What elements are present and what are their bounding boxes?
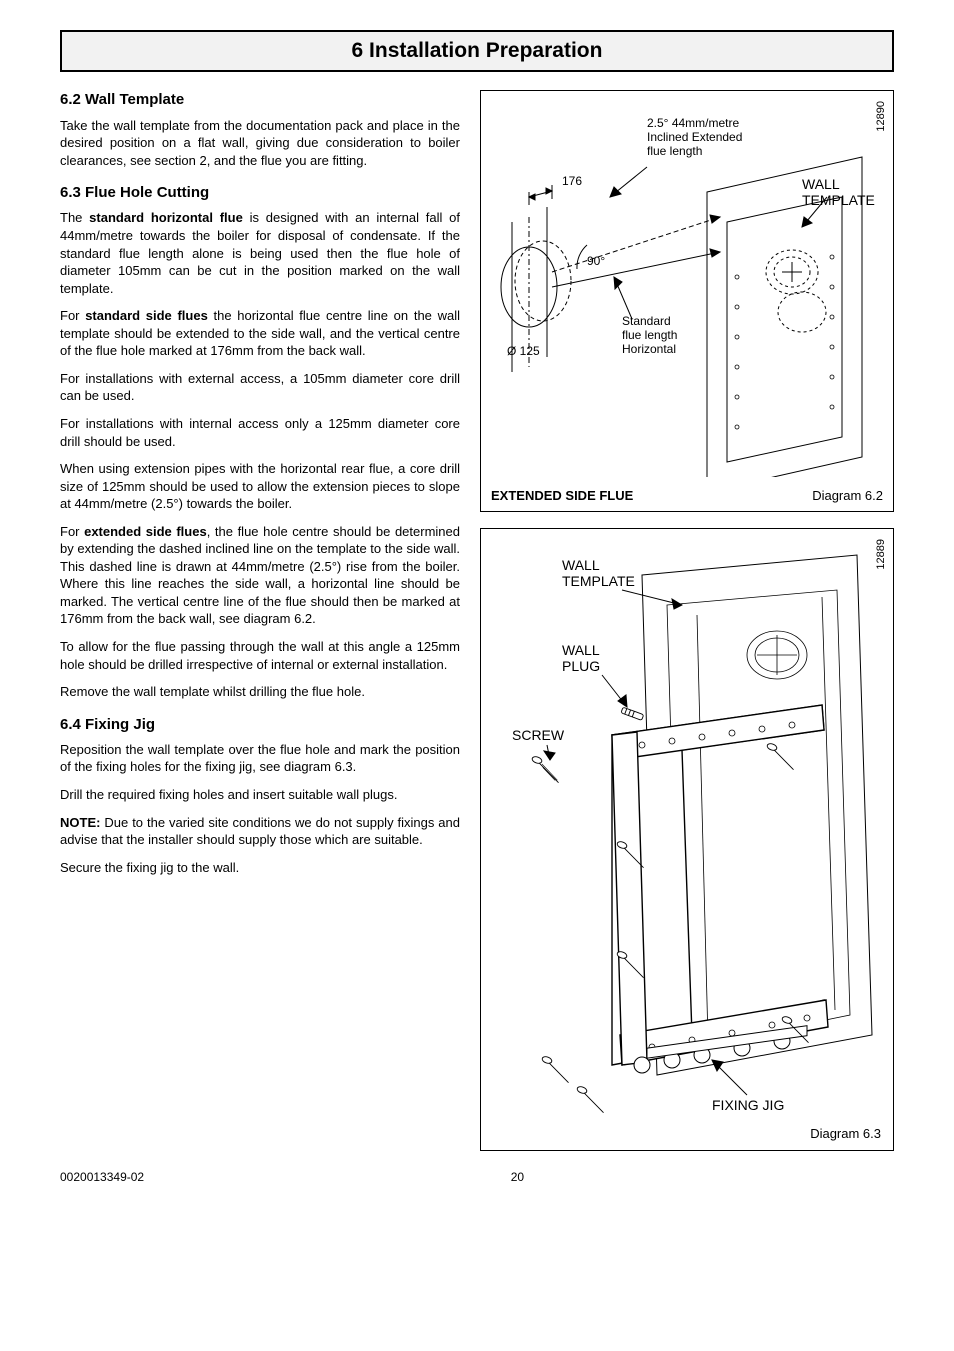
fig62-label-inclined: 2.5° 44mm/metre Inclined Extended flue l… [647, 116, 746, 158]
fig62-label-176: 176 [562, 174, 582, 188]
fig63-label-fixing-jig: FIXING JIG [712, 1097, 784, 1113]
para-6-3-5: When using extension pipes with the hori… [60, 460, 460, 513]
figure-6-2-side-number: 12890 [874, 101, 889, 132]
left-column: 6.2 Wall Template Take the wall template… [60, 90, 460, 886]
para-6-3-8: Remove the wall template whilst drilling… [60, 683, 460, 701]
content-columns: 6.2 Wall Template Take the wall template… [60, 90, 894, 1167]
para-6-3-6: For extended side flues, the flue hole c… [60, 523, 460, 628]
figure-6-2-svg: 176 Ø 125 90° [492, 97, 882, 477]
para-6-3-2: For standard side flues the horizontal f… [60, 307, 460, 360]
para-6-4-1: Reposition the wall template over the fl… [60, 741, 460, 776]
fig62-label-dia125: Ø 125 [507, 344, 540, 358]
fig62-label-wall-template: WALL TEMPLATE [802, 176, 875, 208]
heading-6-3: 6.3 Flue Hole Cutting [60, 183, 460, 203]
fig63-label-screw: SCREW [512, 727, 565, 743]
para-6-4-3: NOTE: Due to the varied site conditions … [60, 814, 460, 849]
figure-6-3-svg: WALL TEMPLATE WALL PLUG SCREW FIXING JIG [492, 535, 882, 1115]
fig63-label-wall-template: WALL TEMPLATE [562, 557, 635, 589]
heading-6-4: 6.4 Fixing Jig [60, 715, 460, 735]
figure-6-3: 12889 [480, 528, 894, 1152]
para-6-2-1: Take the wall template from the document… [60, 117, 460, 170]
footer-page-number: 20 [511, 1169, 524, 1185]
text-frag: For [60, 524, 84, 539]
para-6-3-3: For installations with external access, … [60, 370, 460, 405]
page-title: 6 Installation Preparation [352, 39, 603, 62]
text-bold: standard side flues [85, 308, 208, 323]
right-column: 12890 [480, 90, 894, 1167]
figure-6-2-caption-left: EXTENDED SIDE FLUE [491, 487, 633, 505]
text-bold: NOTE: [60, 815, 100, 830]
para-6-4-4: Secure the fixing jig to the wall. [60, 859, 460, 877]
text-bold: standard horizontal flue [89, 210, 243, 225]
page-title-bar: 6 Installation Preparation [60, 30, 894, 72]
footer-spacer [891, 1169, 894, 1185]
text-frag: For [60, 308, 85, 323]
figure-6-2: 12890 [480, 90, 894, 512]
para-6-3-4: For installations with internal access o… [60, 415, 460, 450]
figure-6-3-side-number: 12889 [874, 539, 889, 570]
para-6-3-1: The standard horizontal flue is designed… [60, 209, 460, 297]
text-bold: extended side flues [84, 524, 207, 539]
fig63-label-wall-plug: WALL PLUG [562, 642, 603, 674]
fig62-label-standard: Standard flue length Horizontal [622, 314, 681, 356]
text-frag: , the flue hole centre should be determi… [60, 524, 460, 627]
figure-6-2-caption-right: Diagram 6.2 [812, 487, 883, 505]
text-frag: The [60, 210, 89, 225]
text-frag: Due to the varied site conditions we do … [60, 815, 460, 848]
heading-6-2: 6.2 Wall Template [60, 90, 460, 110]
figure-6-3-caption-right: Diagram 6.3 [810, 1126, 881, 1141]
footer-doc-number: 0020013349-02 [60, 1169, 144, 1185]
page-footer: 0020013349-02 20 [60, 1169, 894, 1185]
para-6-4-2: Drill the required fixing holes and inse… [60, 786, 460, 804]
para-6-3-7: To allow for the flue passing through th… [60, 638, 460, 673]
fig62-label-90: 90° [587, 254, 605, 268]
